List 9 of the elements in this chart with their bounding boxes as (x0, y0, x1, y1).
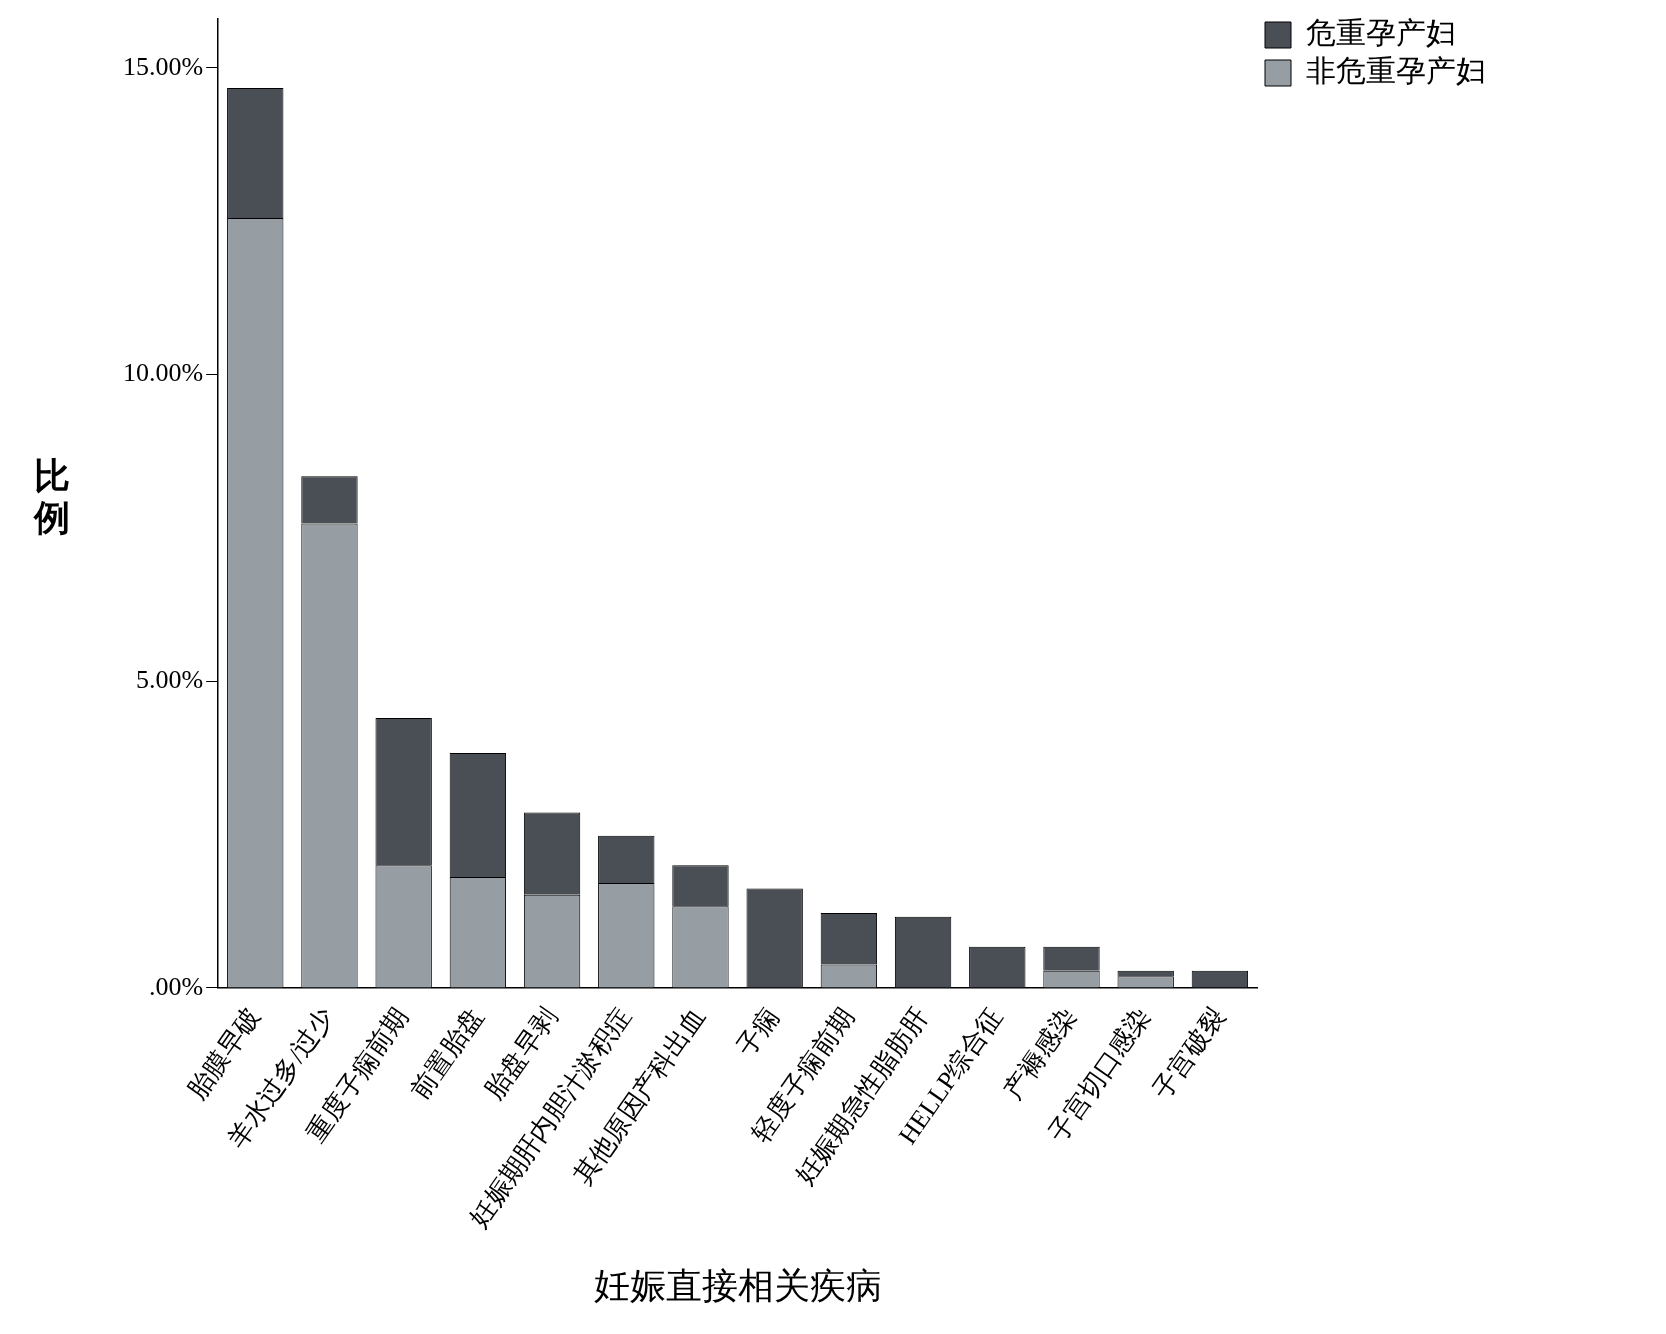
x-axis-title: 妊娠直接相关疾病 (593, 1265, 882, 1306)
x-tick-label: 子痫 (731, 1002, 786, 1062)
y-tick-label: .00% (148, 971, 204, 1001)
y-tick-label: 5.00% (135, 665, 204, 694)
y-tick-label: 10.00% (122, 358, 204, 388)
legend-label: 危重孕产妇 (1306, 15, 1456, 49)
y-tick-label: 15.00% (122, 51, 204, 81)
legend-label: 非危重孕产妇 (1306, 53, 1486, 87)
y-axis-title: 比例 (34, 455, 71, 539)
